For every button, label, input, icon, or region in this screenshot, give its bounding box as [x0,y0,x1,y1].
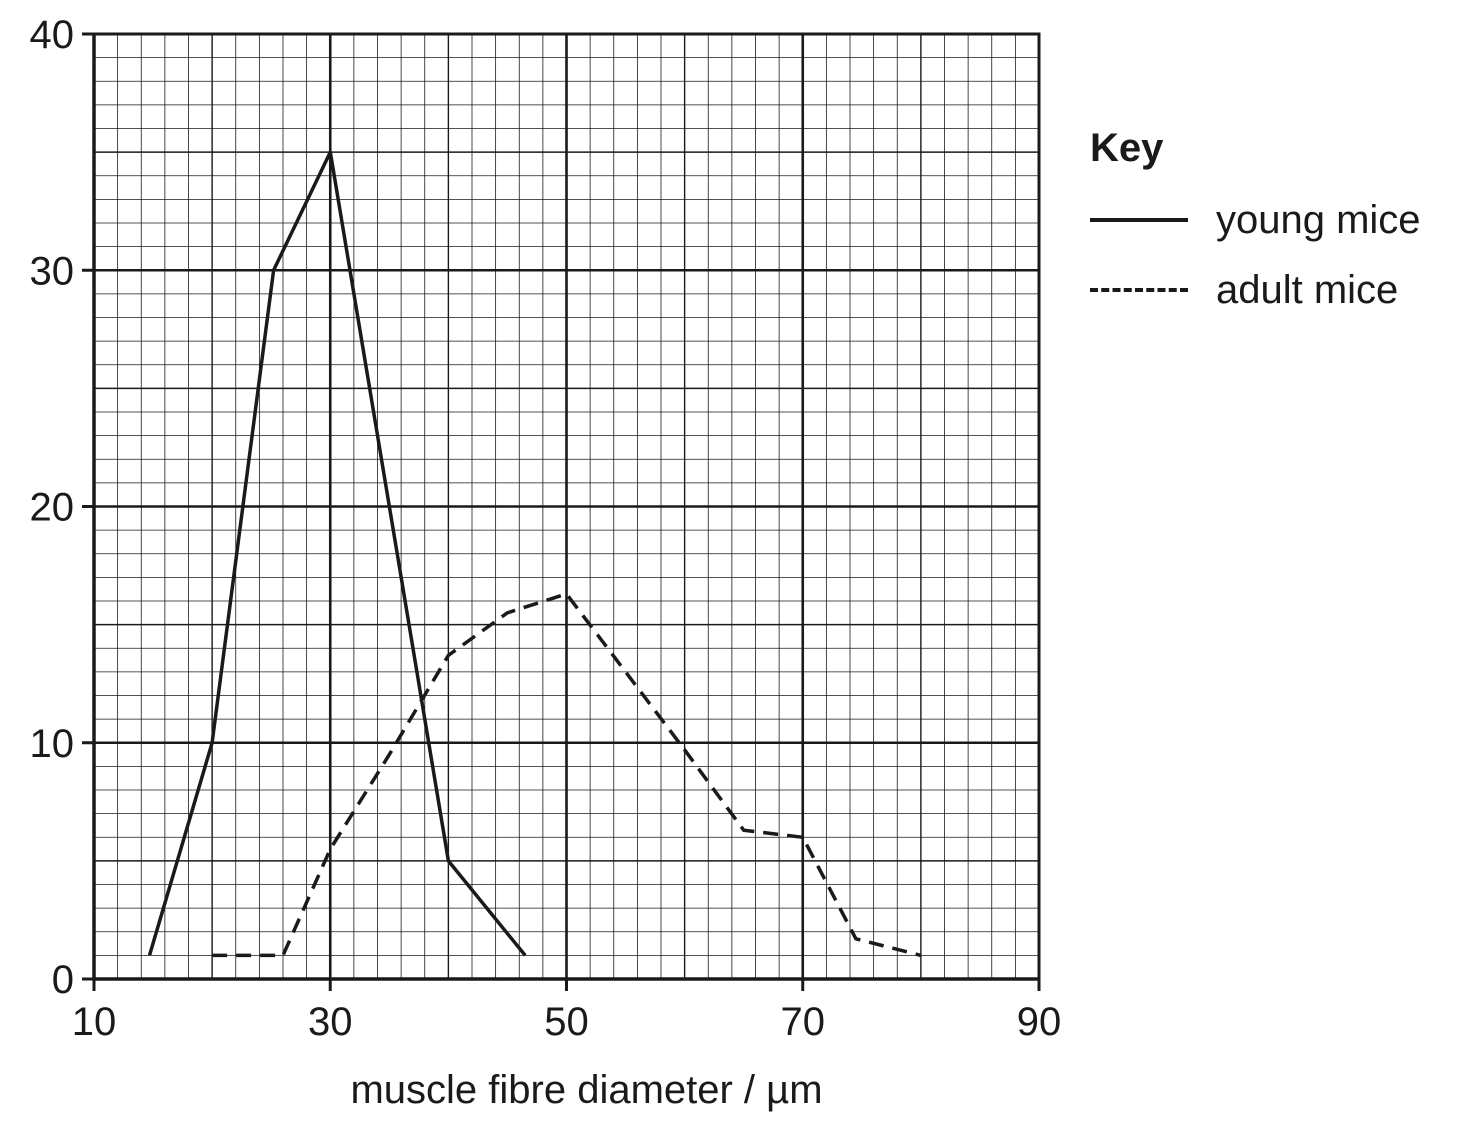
x-tick-label: 10 [72,1000,117,1044]
x-tick-label: 70 [781,1000,826,1044]
legend-swatch-dashed [1090,288,1188,292]
legend-label: adult mice [1216,267,1399,312]
x-tick-label: 90 [1017,1000,1062,1044]
x-tick-label: 30 [308,1000,353,1044]
legend-title: Key [1090,126,1164,170]
x-tick-label: 50 [544,1000,589,1044]
y-tick-label: 10 [30,722,75,766]
legend-entry-young-mice: young mice [1090,185,1421,255]
legend-swatch-solid [1090,218,1188,222]
legend: Key young mice adult mice [1090,126,1421,325]
series-layer [147,150,922,958]
series-line-young-mice [147,150,527,957]
y-tick-label: 20 [30,486,75,530]
legend-label: young mice [1216,197,1421,242]
y-tick-label: 30 [30,249,75,293]
y-tick-label: 0 [52,958,74,1002]
legend-entry-adult-mice: adult mice [1090,255,1421,325]
axes [82,32,1041,991]
y-tick-label: 40 [30,13,75,57]
x-axis-label: muscle fibre diameter / µm [350,1068,822,1112]
